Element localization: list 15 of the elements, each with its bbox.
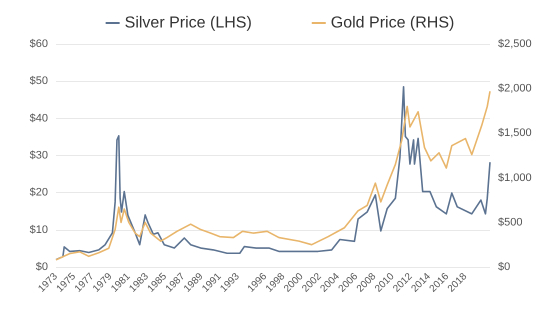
- y2-tick-label: $1,500: [498, 127, 532, 140]
- y-tick-label: $40: [30, 112, 48, 124]
- legend-label: Gold Price (RHS): [330, 14, 454, 32]
- y2-tick-label: $1,000: [498, 172, 532, 184]
- y-tick-label: $10: [30, 224, 48, 236]
- y2-tick-label: $500: [498, 216, 522, 228]
- y-tick-label: $30: [30, 150, 48, 162]
- y-tick-label: $50: [30, 75, 48, 88]
- y2-tick-label: $2,000: [498, 82, 532, 95]
- y-tick-label: $60: [30, 38, 48, 50]
- y-tick-label: $20: [30, 186, 48, 199]
- y2-tick-label: $2,500: [498, 38, 532, 50]
- y-tick-label: $0: [36, 261, 48, 273]
- legend-label: Silver Price (LHS): [124, 14, 252, 32]
- y2-tick-label: $0: [498, 261, 510, 273]
